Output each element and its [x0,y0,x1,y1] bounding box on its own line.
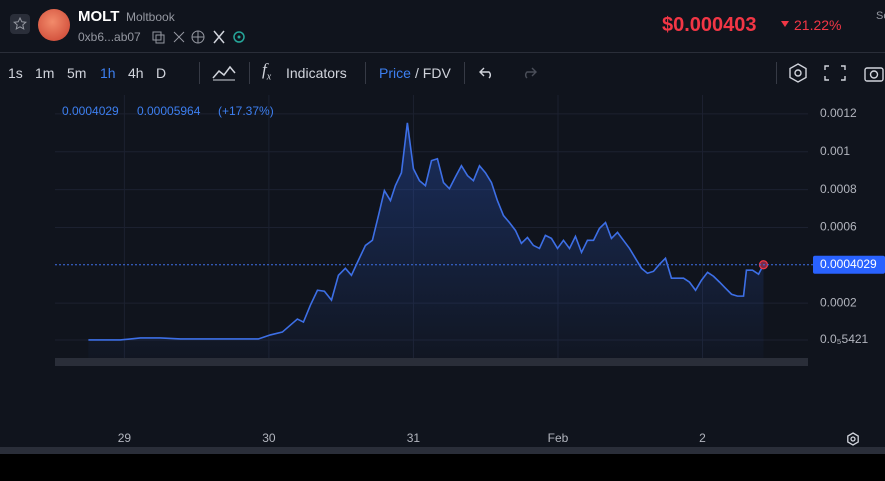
link-icons[interactable] [152,30,252,44]
interval-button[interactable]: 1h [100,65,116,81]
undo-redo[interactable] [478,63,538,81]
star-button[interactable] [10,14,30,34]
token-avatar [38,9,70,41]
chart-type-button[interactable] [211,62,237,82]
legend-price: 0.0004029 [62,104,119,118]
symbol: MOLT [78,8,120,25]
interval-button[interactable]: D [156,65,167,81]
separator [199,62,200,84]
fdv-toggle[interactable]: / FDV [415,65,451,81]
x-tick-label: Feb [548,431,569,445]
interval-button[interactable]: 4h [128,65,144,81]
indicators-button[interactable]: Indicators [286,65,347,81]
address[interactable]: 0xb6...ab07 [78,30,141,44]
line [88,122,765,341]
header-price: $0.000403 [662,14,757,36]
down-arrow [781,21,789,27]
bottom-bar [0,447,885,454]
price-toggle[interactable]: Price [379,65,411,81]
chart: 0.0004029 0.00005964 (+17.37%) 0.00120.0… [0,95,885,481]
legend-percent: (+17.37%) [218,104,274,118]
y-tick-label: 0.0002 [820,295,857,309]
x-tick-label: 31 [407,431,421,445]
divider [0,52,885,53]
token-name: Moltbook [126,10,175,24]
separator [776,62,777,84]
separator [464,62,465,84]
separator [249,62,250,84]
cut-text: Se [876,10,885,22]
y-tick-label: 0.001 [820,144,850,158]
y-tick-label: 0.0012 [820,106,857,120]
x-tick-label: 2 [699,431,706,445]
y-tick-label: 0.0008 [820,182,857,196]
interval-button[interactable]: 1m [35,65,55,81]
price-badge [813,255,885,274]
interval-button[interactable]: 5m [67,65,87,81]
x-tick-label: 30 [262,431,276,445]
legend-change: 0.00005964 [137,104,201,118]
right-tools[interactable] [788,62,885,84]
x-tick-label: 29 [118,431,132,445]
area [88,122,764,359]
price-badge-label: 0.0004029 [820,257,877,271]
star-icon [13,16,27,30]
scrollbar[interactable] [55,358,808,366]
settings-icon[interactable] [847,432,859,446]
y-tick-label: 0.0₅5421 [820,332,869,346]
separator [365,62,366,84]
fx-icon[interactable]: fx [262,60,272,83]
interval-button[interactable]: 1s [8,65,23,81]
bottom-area [0,454,885,481]
y-tick-label: 0.0006 [820,220,857,234]
price-change: 21.22% [794,17,842,33]
